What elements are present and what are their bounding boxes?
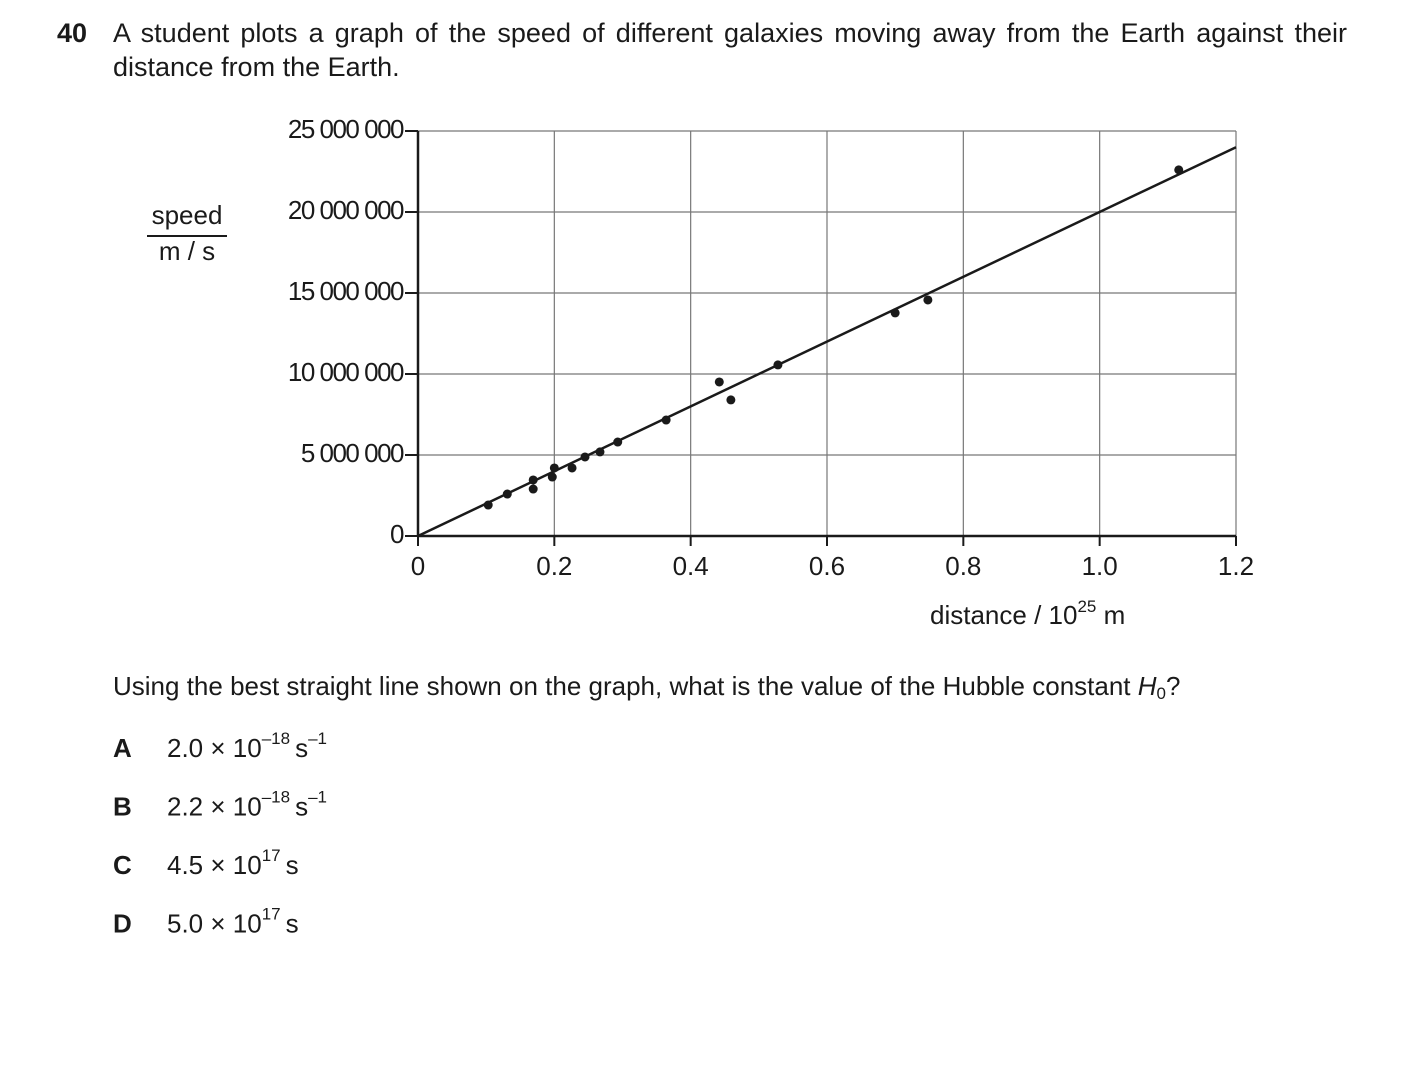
x-label-text: distance / 10 bbox=[930, 600, 1077, 630]
y-tick-label: 10 000 000 bbox=[288, 357, 404, 387]
data-point bbox=[613, 437, 623, 447]
data-point bbox=[714, 377, 724, 387]
option-base: 2.0 × 10 bbox=[167, 733, 262, 763]
option-exponent: 17 bbox=[262, 905, 281, 924]
data-point bbox=[549, 463, 559, 473]
prompt-end: ? bbox=[1166, 671, 1180, 701]
x-label-unit: m bbox=[1096, 600, 1125, 630]
y-tick-label: 15 000 000 bbox=[288, 276, 404, 306]
option-text: 2.2 × 10–18 s–1 bbox=[167, 788, 327, 821]
y-tick-label: 5 000 000 bbox=[301, 438, 404, 468]
option-text: 5.0 × 1017 s bbox=[167, 905, 299, 938]
data-point bbox=[528, 475, 538, 485]
option-unit: s bbox=[295, 733, 308, 763]
subscript: 0 bbox=[1157, 684, 1166, 703]
option-exponent: 17 bbox=[262, 846, 281, 865]
y-tick-label: 0 bbox=[390, 519, 404, 549]
prompt: Using the best straight line shown on th… bbox=[113, 671, 1180, 704]
x-tick-label: 1.2 bbox=[1218, 551, 1254, 581]
data-point bbox=[890, 308, 900, 318]
data-point bbox=[528, 484, 538, 494]
option-base: 4.5 × 10 bbox=[167, 850, 262, 880]
prompt-text: Using the best straight line shown on th… bbox=[113, 671, 1138, 701]
x-tick-label: 0.6 bbox=[809, 551, 845, 581]
question-number: 40 bbox=[57, 18, 88, 48]
option-unit: s bbox=[295, 791, 308, 821]
question-text: A student plots a graph of the speed of … bbox=[113, 18, 1347, 82]
option-base: 5.0 × 10 bbox=[167, 908, 262, 938]
data-point bbox=[595, 447, 605, 457]
option-exponent: –18 bbox=[262, 788, 290, 807]
option-base: 2.2 × 10 bbox=[167, 791, 262, 821]
data-point bbox=[580, 452, 590, 462]
y-label-unit: m / s bbox=[159, 236, 215, 266]
data-point bbox=[1174, 165, 1184, 175]
option-exponent: –18 bbox=[262, 729, 290, 748]
x-tick-label: 0.2 bbox=[536, 551, 572, 581]
data-point bbox=[661, 415, 671, 425]
x-tick-label: 1.0 bbox=[1082, 551, 1118, 581]
data-point bbox=[773, 360, 783, 370]
data-point bbox=[483, 500, 493, 510]
option-unit: s bbox=[286, 850, 299, 880]
option-unit-exponent: –1 bbox=[308, 729, 327, 748]
x-label-exponent: 25 bbox=[1077, 597, 1096, 616]
data-point bbox=[923, 295, 933, 305]
x-tick-label: 0 bbox=[411, 551, 425, 581]
x-tick-label: 0.8 bbox=[945, 551, 981, 581]
option-unit-exponent: –1 bbox=[308, 788, 327, 807]
y-label-quantity: speed bbox=[152, 200, 223, 230]
y-tick-label: 25 000 000 bbox=[288, 114, 404, 144]
option-letter: A bbox=[113, 733, 132, 763]
option-letter: B bbox=[113, 791, 132, 821]
data-point bbox=[726, 395, 736, 405]
option-unit: s bbox=[286, 908, 299, 938]
x-tick-label: 0.4 bbox=[673, 551, 709, 581]
symbol: H bbox=[1138, 671, 1157, 701]
option-text: 4.5 × 1017 s bbox=[167, 846, 299, 879]
option-text: 2.0 × 10–18 s–1 bbox=[167, 729, 327, 762]
data-point bbox=[547, 472, 557, 482]
x-label: distance / 1025 m bbox=[930, 597, 1125, 629]
data-point bbox=[567, 463, 577, 473]
data-point bbox=[502, 489, 512, 499]
option-letter: D bbox=[113, 908, 132, 938]
y-tick-label: 20 000 000 bbox=[288, 195, 404, 225]
option-letter: C bbox=[113, 850, 132, 880]
